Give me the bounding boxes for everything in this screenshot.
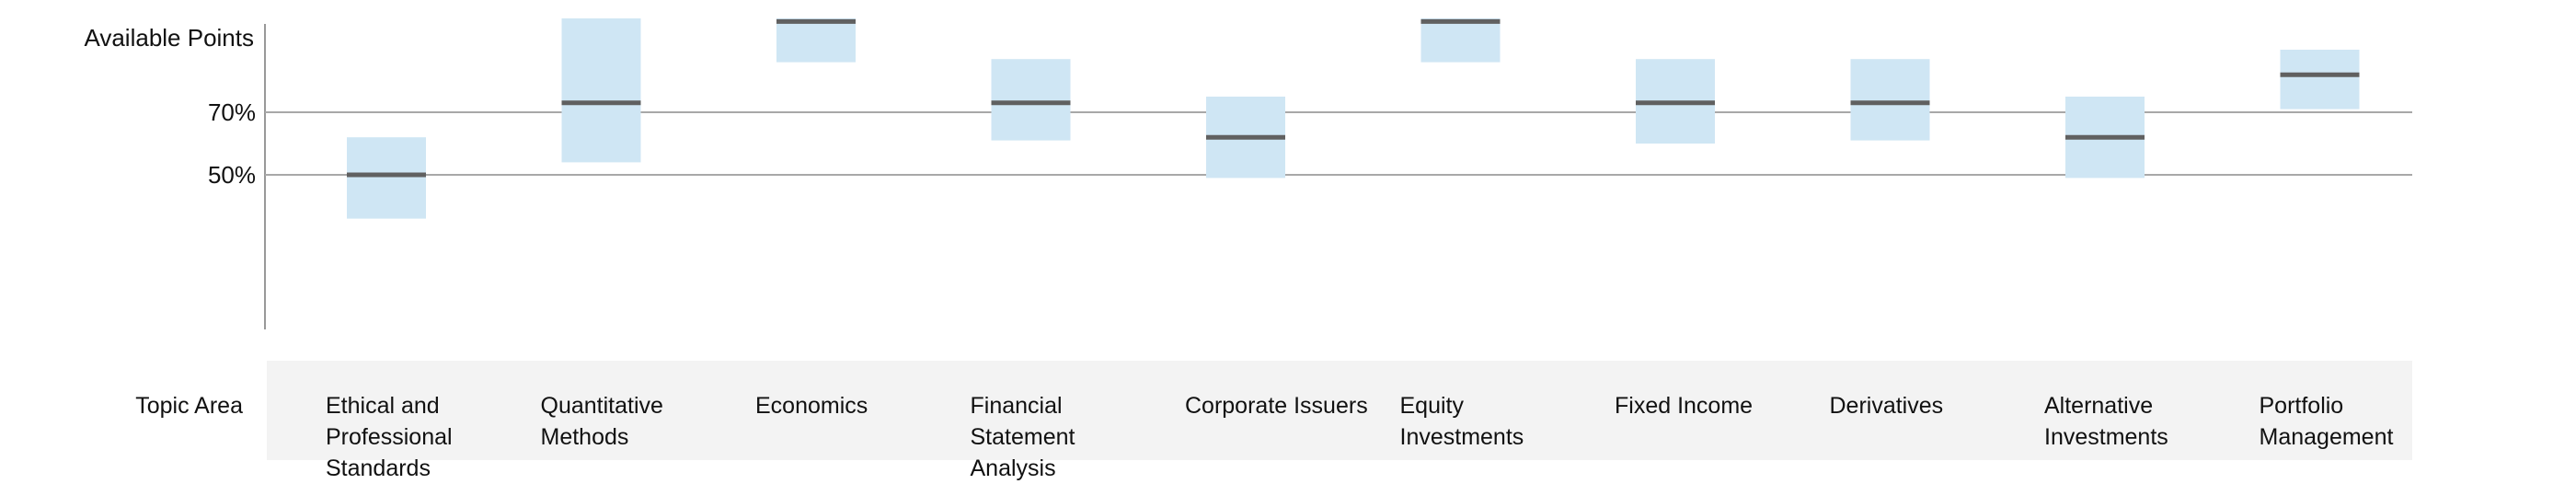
- topic-label: Fixed Income: [1615, 393, 1754, 419]
- range-bar: [2280, 50, 2360, 109]
- topic-label: Portfolio Management: [2259, 393, 2394, 450]
- reference-label-70: 70%: [208, 98, 256, 126]
- topic-label: Financial Statement Analysis: [970, 393, 1075, 481]
- topic-area-band: [267, 361, 2412, 460]
- reference-label-50: 50%: [208, 161, 256, 189]
- range-bar: [776, 18, 856, 63]
- topic-label: Derivatives: [1829, 393, 1944, 419]
- topic-label: Ethical and Professional Standards: [326, 393, 453, 481]
- y-axis-label: Available Points: [84, 24, 254, 52]
- range-bars: [347, 18, 2360, 219]
- topic-label: Alternative Investments: [2044, 393, 2168, 450]
- range-bar: [1850, 59, 1930, 141]
- range-bar: [561, 18, 641, 163]
- topic-label: Equity Investments: [1399, 393, 1524, 450]
- topic-label: Quantitative Methods: [540, 393, 663, 450]
- range-bar: [347, 137, 426, 219]
- range-chart: Available Points 70% 50%: [84, 18, 2412, 329]
- topic-label: Economics: [755, 393, 868, 419]
- topic-area-label: Topic Area: [135, 393, 243, 419]
- range-bar: [1420, 18, 1501, 63]
- topic-label: Corporate Issuers: [1185, 393, 1368, 419]
- range-bar: [991, 59, 1071, 141]
